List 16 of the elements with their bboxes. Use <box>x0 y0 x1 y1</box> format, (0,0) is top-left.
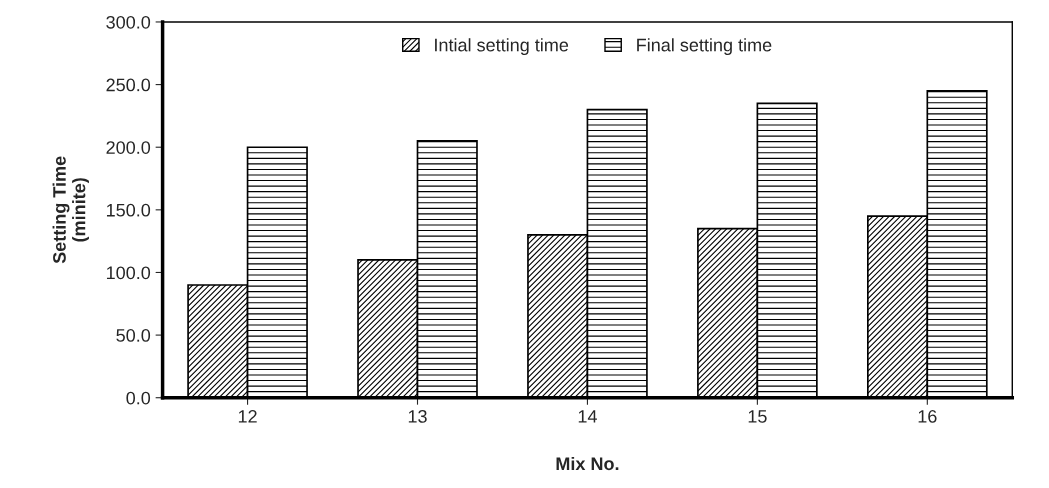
x-tick-label: 15 <box>748 410 767 423</box>
legend-label: Final setting time <box>637 38 772 56</box>
x-tick-label: 12 <box>238 410 257 423</box>
y-tick-label: 250.0 <box>106 78 151 92</box>
legend-label: Intial setting time <box>435 38 569 56</box>
y-tick-label: 200.0 <box>106 141 151 154</box>
y-axis-title: Setting Time (minite) <box>52 156 89 264</box>
y-tick-label: 50.0 <box>116 329 151 342</box>
y-tick-label: 100.0 <box>106 266 151 280</box>
y-tick-label: 0.0 <box>126 391 151 405</box>
x-tick-label: 14 <box>578 410 597 423</box>
y-tick-label: 300.0 <box>106 15 151 29</box>
x-tick-label: 13 <box>408 410 427 423</box>
x-axis-title: Mix No. <box>556 456 619 471</box>
x-tick-label: 16 <box>918 410 937 423</box>
y-tick-label: 150.0 <box>106 203 151 217</box>
